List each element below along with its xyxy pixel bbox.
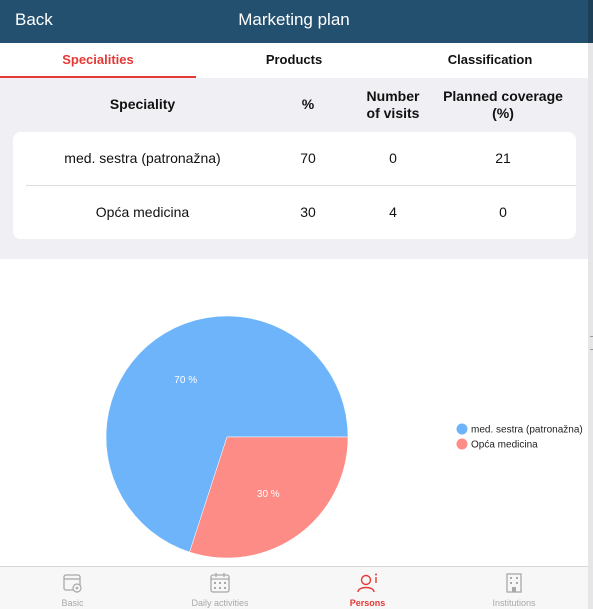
calendar-settings-icon xyxy=(62,574,82,593)
cell-speciality: Opća medicina xyxy=(95,204,190,220)
cell-coverage: 0 xyxy=(499,204,507,220)
column-header-speciality: Speciality xyxy=(109,96,176,112)
tabbar-item-basic[interactable]: Basic xyxy=(0,567,145,609)
tab-classification[interactable]: Classification xyxy=(447,52,533,67)
legend-label: med. sestra (patronažna) xyxy=(471,425,583,436)
bottom-tab-bar: Basic Daily activities Persons xyxy=(0,566,588,609)
building-icon xyxy=(506,573,522,593)
tabbar-label-persons: Persons xyxy=(349,598,386,608)
column-header-visits-line1: Number xyxy=(366,88,420,104)
pie-chart-area: 70 % 30 % med. sestra (patronažna) Opća med… xyxy=(0,259,588,566)
segment-tabs: Specialities Products Classification xyxy=(0,43,588,78)
active-tab-indicator xyxy=(0,76,196,78)
column-header-percent: % xyxy=(301,96,315,112)
pie-slice[interactable] xyxy=(189,436,349,559)
tabbar-item-daily-activities[interactable]: Daily activities xyxy=(145,567,295,609)
calendar-grid-icon xyxy=(210,573,230,593)
column-header-visits: Number of visits xyxy=(348,88,438,122)
column-header-visits-line2: of visits xyxy=(366,105,420,121)
tab-specialities[interactable]: Specialities xyxy=(62,52,134,67)
tabbar-item-institutions[interactable]: Institutions xyxy=(440,567,588,609)
tabbar-label-basic: Basic xyxy=(61,598,84,608)
tabbar-label-institutions: Institutions xyxy=(492,598,536,608)
legend-label: Opća medicina xyxy=(471,440,538,451)
person-info-icon xyxy=(356,573,377,593)
tabbar-label-daily-activities: Daily activities xyxy=(191,598,249,608)
pie-slice[interactable] xyxy=(105,315,349,553)
cell-coverage: 21 xyxy=(495,150,511,166)
cell-percent: 30 xyxy=(300,204,316,220)
cell-visits: 4 xyxy=(389,204,397,220)
cell-speciality: med. sestra (patronažna) xyxy=(64,150,221,166)
specialities-table: Speciality % Number of visits Planned co… xyxy=(0,78,588,259)
column-header-coverage-line1: Planned coverage xyxy=(443,88,563,104)
legend-marker xyxy=(456,423,468,435)
page-title: Marketing plan xyxy=(238,10,350,29)
right-edge-strip xyxy=(588,0,593,609)
pie-slice-label: 30 % xyxy=(257,489,280,500)
column-header-coverage-line2: (%) xyxy=(492,105,514,121)
table-card: med. sestra (patronažna) 70 0 21 Opća me… xyxy=(13,132,576,239)
column-header-coverage: Planned coverage (%) xyxy=(438,88,568,122)
table-row[interactable]: Opća medicina 30 4 0 xyxy=(13,186,576,239)
back-button[interactable]: Back xyxy=(15,10,53,29)
cell-percent: 70 xyxy=(300,150,316,166)
table-row[interactable]: med. sestra (patronažna) 70 0 21 xyxy=(13,132,576,185)
pie-slice-label: 70 % xyxy=(174,375,197,386)
tabbar-item-persons[interactable]: Persons xyxy=(295,567,440,609)
navigation-bar: Back Marketing plan xyxy=(0,0,588,43)
row-divider xyxy=(26,185,576,186)
cell-visits: 0 xyxy=(389,150,397,166)
tab-products[interactable]: Products xyxy=(265,52,323,67)
pie-chart: 70 % 30 % med. sestra (patronažna) Opća med… xyxy=(105,315,583,559)
legend-marker xyxy=(456,438,468,450)
